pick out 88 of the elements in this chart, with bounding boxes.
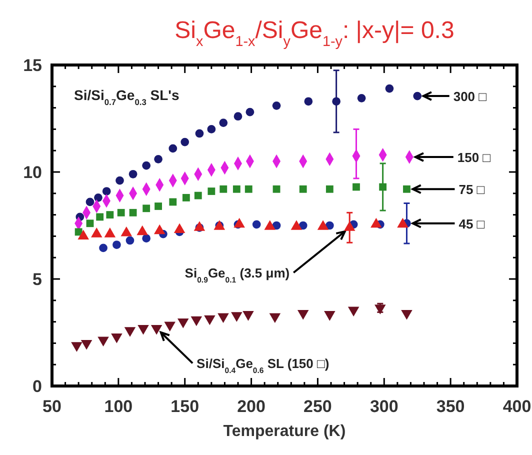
- y-tick-label: 10: [23, 163, 42, 182]
- point: [111, 334, 122, 344]
- point: [86, 220, 94, 228]
- point: [94, 194, 102, 202]
- annotation: Si/Si$_{0.7}$Ge$_{0.3}$ SL's: [74, 87, 180, 107]
- x-tick-label: 50: [42, 397, 62, 416]
- point: [208, 188, 216, 195]
- point: [218, 313, 229, 323]
- text: Si$_{0.9}$Ge$_{0.1}$ (3.5 μm): [184, 266, 290, 284]
- point: [352, 183, 360, 191]
- point: [129, 208, 137, 216]
- point: [234, 112, 242, 121]
- point: [154, 154, 162, 164]
- point: [324, 311, 336, 321]
- point: [297, 310, 309, 320]
- x-axis-title: Temperature (K): [223, 423, 346, 440]
- point: [194, 192, 202, 200]
- point: [244, 185, 252, 193]
- point: [252, 220, 261, 229]
- x-tick-label: 150: [170, 397, 200, 416]
- point: [74, 228, 82, 236]
- point: [142, 161, 151, 170]
- point: [116, 176, 124, 185]
- point: [231, 312, 242, 322]
- point: [182, 194, 190, 202]
- point: [304, 97, 313, 106]
- point: [220, 185, 228, 193]
- point: [142, 234, 151, 243]
- point: [142, 204, 150, 212]
- x-tick-label: 200: [237, 397, 266, 416]
- text: Si/Si$_{0.4}$Ge$_{0.6}$ SL (150 □): [196, 356, 330, 375]
- point: [325, 221, 334, 230]
- x-tick-label: 300: [370, 397, 398, 416]
- text: 75 □: [458, 182, 485, 198]
- point: [385, 84, 394, 93]
- y-tick-label: 0: [32, 377, 42, 396]
- point: [413, 92, 422, 100]
- text: 150 □: [457, 150, 491, 166]
- point: [190, 316, 202, 326]
- point: [169, 198, 177, 206]
- point: [150, 324, 162, 335]
- point: [112, 240, 121, 249]
- point: [299, 185, 307, 193]
- point: [232, 185, 240, 193]
- y-tick-label: 5: [32, 270, 42, 289]
- point: [332, 97, 340, 106]
- point: [99, 244, 108, 252]
- point: [379, 183, 387, 191]
- point: [357, 94, 366, 102]
- point: [269, 313, 281, 323]
- x-tick-label: 400: [502, 397, 532, 416]
- point: [401, 310, 412, 320]
- point: [154, 202, 162, 210]
- point: [195, 129, 204, 138]
- point: [80, 340, 92, 350]
- point: [348, 306, 360, 317]
- point: [219, 118, 228, 127]
- point: [86, 198, 94, 206]
- point: [403, 185, 410, 193]
- point: [124, 327, 136, 337]
- x-tick-label: 100: [104, 397, 133, 416]
- point: [102, 187, 111, 196]
- x-tick-label: 350: [436, 397, 465, 416]
- point: [272, 101, 281, 110]
- point: [168, 144, 178, 153]
- chart-title: Si$_{x}$Ge$_{1-x}$/Si$_{y}$Ge$_{1-y}$: |x-y|= 0.3: [174, 17, 454, 50]
- point: [246, 108, 254, 116]
- point: [126, 236, 134, 245]
- text: 45 □: [458, 216, 485, 232]
- y-tick-label: 15: [23, 56, 42, 75]
- point: [117, 208, 125, 216]
- point: [207, 125, 216, 134]
- point: [138, 324, 149, 335]
- x-tick-label: 250: [304, 397, 332, 416]
- point: [98, 336, 109, 346]
- point: [177, 318, 189, 328]
- point: [204, 315, 216, 326]
- point: [272, 221, 281, 230]
- text: 300 □: [453, 89, 487, 104]
- point: [128, 170, 138, 178]
- point: [242, 311, 254, 321]
- point: [71, 342, 82, 352]
- point: [272, 185, 280, 193]
- point: [326, 185, 334, 193]
- point: [96, 213, 104, 221]
- point: [164, 322, 176, 332]
- point: [106, 211, 114, 219]
- point: [180, 138, 190, 146]
